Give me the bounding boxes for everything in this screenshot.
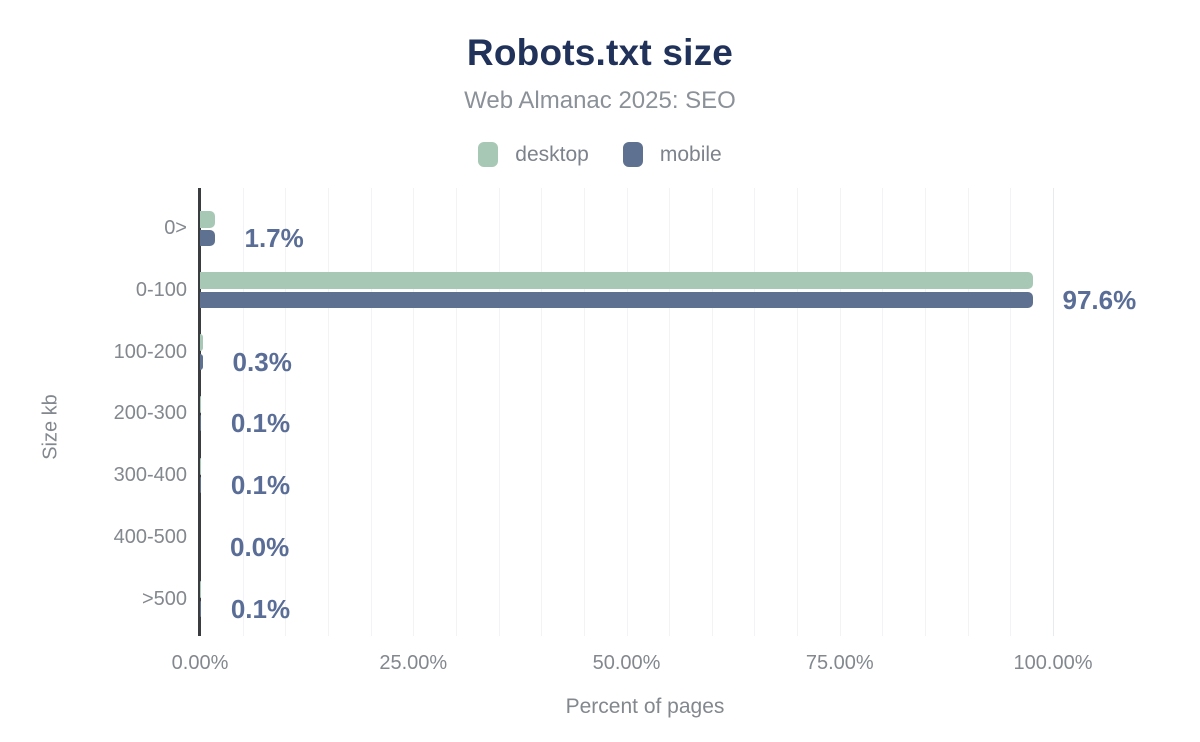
bar-mobile	[200, 477, 201, 494]
category-label: 400-500	[113, 526, 187, 548]
value-label: 0.3%	[232, 346, 292, 377]
legend-item-mobile[interactable]: mobile	[622, 142, 722, 167]
legend-item-desktop[interactable]: desktop	[478, 142, 589, 167]
legend: desktop mobile	[0, 141, 1200, 168]
bar-desktop	[200, 581, 201, 599]
gridline	[925, 188, 927, 636]
bar-desktop	[200, 457, 201, 475]
mobile-series-swatch	[622, 142, 643, 167]
gridline	[327, 188, 329, 636]
desktop-series-swatch	[478, 142, 499, 167]
gridline	[370, 188, 372, 636]
value-label: 0.1%	[230, 470, 291, 501]
chart-title: Robots.txt size	[466, 32, 734, 73]
x-tick-label: 75.00%	[805, 652, 874, 674]
gridline	[882, 188, 884, 636]
category-label: 200-300	[113, 402, 187, 425]
category-label: 0>	[164, 217, 187, 239]
chart-subtitle: Web Almanac 2025: SEO	[464, 87, 736, 114]
gridline	[669, 188, 671, 636]
gridline	[242, 188, 244, 636]
x-tick-label: 25.00%	[379, 652, 448, 674]
gridline	[1010, 188, 1012, 636]
y-axis-line	[198, 188, 201, 636]
bar-mobile	[200, 600, 201, 617]
value-label: 0.1%	[230, 408, 291, 439]
value-label: 0.1%	[230, 593, 291, 624]
category-label: >500	[141, 587, 187, 610]
bar-desktop	[200, 334, 203, 352]
bar-desktop	[200, 395, 201, 413]
gridline	[754, 188, 756, 636]
gridline	[1053, 188, 1054, 636]
category-label: 0-100	[135, 278, 187, 301]
value-label: 0.0%	[230, 532, 290, 562]
bar-mobile	[200, 353, 203, 370]
bar-mobile	[200, 230, 215, 246]
gridline	[285, 188, 287, 636]
x-tick-label: 0.00%	[171, 652, 229, 674]
plot-area: 0> 1.7% 0-100 97.6% 100-200 0.3% 200-300 0.1% 30…	[114, 188, 1136, 673]
category-label: 300-400	[113, 464, 187, 487]
gridline	[797, 188, 799, 636]
gridline	[839, 188, 841, 636]
gridline	[967, 188, 969, 636]
gridline	[498, 188, 500, 636]
x-tick-label: 100.00%	[1013, 652, 1093, 674]
legend-label-mobile: mobile	[659, 142, 722, 166]
gridline	[455, 188, 457, 636]
bar-mobile	[200, 291, 1033, 308]
bar-desktop	[200, 210, 216, 228]
value-label: 97.6%	[1062, 284, 1137, 315]
category-label: 100-200	[113, 340, 187, 363]
bar-desktop	[200, 272, 1034, 290]
gridline	[711, 188, 713, 636]
value-label: 1.7%	[244, 223, 304, 253]
gridline	[413, 188, 415, 636]
gridline	[583, 188, 585, 636]
x-axis-title: Percent of pages	[565, 695, 725, 718]
gridline	[626, 188, 628, 636]
gridline	[541, 188, 543, 636]
bar-mobile	[200, 415, 201, 432]
legend-label-desktop: desktop	[515, 142, 589, 166]
x-tick-label: 50.00%	[592, 652, 661, 674]
